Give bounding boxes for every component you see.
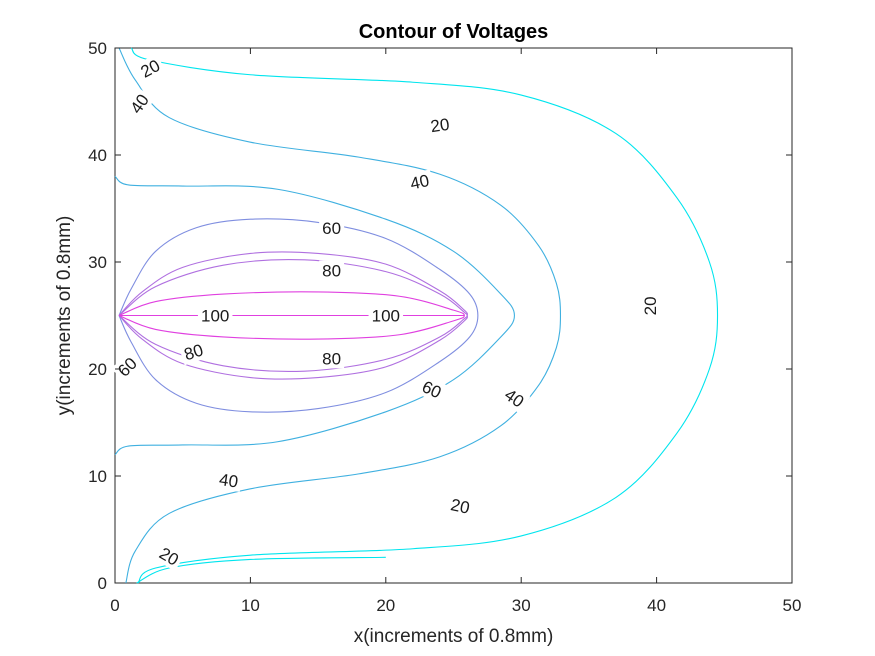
contour-lines xyxy=(114,47,719,584)
contour-label-20-2: 20 xyxy=(426,113,454,137)
svg-text:100: 100 xyxy=(372,307,400,326)
y-tick-label-30: 30 xyxy=(88,253,107,272)
svg-text:20: 20 xyxy=(449,495,471,518)
x-tick-label-30: 30 xyxy=(512,596,531,615)
x-axis-label: x(increments of 0.8mm) xyxy=(354,626,554,647)
svg-text:20: 20 xyxy=(641,296,660,315)
y-tick-label-0: 0 xyxy=(98,574,107,593)
y-axis-label: y(increments of 0.8mm) xyxy=(54,216,75,416)
y-tick-label-50: 50 xyxy=(88,39,107,58)
contour-line-40-2 xyxy=(114,175,515,456)
contour-label-40-7: 40 xyxy=(405,169,434,195)
contour-label-20-4: 20 xyxy=(445,493,475,519)
x-tick-label-40: 40 xyxy=(647,596,666,615)
svg-text:40: 40 xyxy=(409,171,431,194)
x-tick-label-0: 0 xyxy=(110,596,119,615)
chart-title: Contour of Voltages xyxy=(359,21,549,43)
contour-line-20-2 xyxy=(136,556,386,584)
x-axis-ticks: 0 10 20 30 40 50 xyxy=(110,48,801,615)
contour-line-20-1 xyxy=(130,47,719,584)
contour-label-40-9: 40 xyxy=(214,468,243,492)
x-tick-label-20: 20 xyxy=(376,596,395,615)
x-tick-label-10: 10 xyxy=(241,596,260,615)
svg-text:40: 40 xyxy=(218,470,239,491)
contour-label-80-15: 80 xyxy=(178,338,209,366)
contour-line-80-2 xyxy=(118,259,468,372)
contour-label-100-16: 100 xyxy=(197,305,233,326)
y-tick-label-20: 20 xyxy=(88,360,107,379)
contour-line-40-1 xyxy=(118,47,562,584)
y-tick-label-40: 40 xyxy=(88,146,107,165)
y-axis-ticks: 0 10 20 30 40 50 xyxy=(88,39,792,593)
svg-text:100: 100 xyxy=(201,307,229,326)
svg-text:80: 80 xyxy=(322,262,341,281)
x-tick-label-50: 50 xyxy=(783,596,802,615)
svg-text:20: 20 xyxy=(429,115,450,136)
y-tick-label-10: 10 xyxy=(88,467,107,486)
svg-text:80: 80 xyxy=(182,340,206,364)
contour-label-60-10: 60 xyxy=(319,217,345,238)
contour-label-20-3: 20 xyxy=(639,293,660,319)
contour-line-60-1 xyxy=(118,218,479,413)
contour-label-80-14: 80 xyxy=(319,348,345,369)
svg-text:80: 80 xyxy=(322,349,341,368)
contour-label-100-17: 100 xyxy=(368,305,404,326)
svg-text:60: 60 xyxy=(322,219,341,238)
contour-label-80-13: 80 xyxy=(319,260,345,281)
